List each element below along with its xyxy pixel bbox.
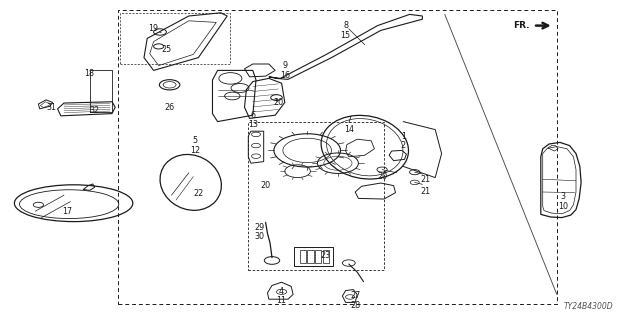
Text: 11: 11 <box>276 296 287 305</box>
Text: 2: 2 <box>401 141 406 150</box>
Text: 23: 23 <box>320 252 330 260</box>
Text: 21: 21 <box>420 188 431 196</box>
Text: 13: 13 <box>248 120 258 129</box>
Text: 9: 9 <box>282 61 287 70</box>
Text: 28: 28 <box>350 301 360 310</box>
Text: 18: 18 <box>84 69 95 78</box>
Text: 31: 31 <box>46 103 56 112</box>
Text: 26: 26 <box>164 103 175 112</box>
Text: 22: 22 <box>193 189 204 198</box>
Text: 6: 6 <box>250 111 255 120</box>
Text: 21: 21 <box>420 175 431 184</box>
Text: 12: 12 <box>190 146 200 155</box>
Text: 7: 7 <box>346 116 351 124</box>
Text: 29: 29 <box>254 223 264 232</box>
Text: 5: 5 <box>193 136 198 145</box>
Text: 14: 14 <box>344 125 354 134</box>
Text: 15: 15 <box>340 31 351 40</box>
Text: 3: 3 <box>561 192 566 201</box>
Text: 17: 17 <box>62 207 72 216</box>
Text: 10: 10 <box>558 202 568 211</box>
Text: 19: 19 <box>148 24 159 33</box>
Text: 32: 32 <box>90 106 100 115</box>
Text: 1: 1 <box>401 132 406 140</box>
Text: 25: 25 <box>161 45 172 54</box>
Text: FR.: FR. <box>513 21 529 30</box>
Text: 20: 20 <box>378 172 388 180</box>
Text: TY24B4300D: TY24B4300D <box>564 302 614 311</box>
Text: 30: 30 <box>254 232 264 241</box>
Text: 4: 4 <box>279 287 284 296</box>
Text: 20: 20 <box>260 181 271 190</box>
Text: 20: 20 <box>273 98 284 107</box>
Text: 27: 27 <box>350 292 360 300</box>
Text: 8: 8 <box>343 21 348 30</box>
Text: 16: 16 <box>280 71 290 80</box>
